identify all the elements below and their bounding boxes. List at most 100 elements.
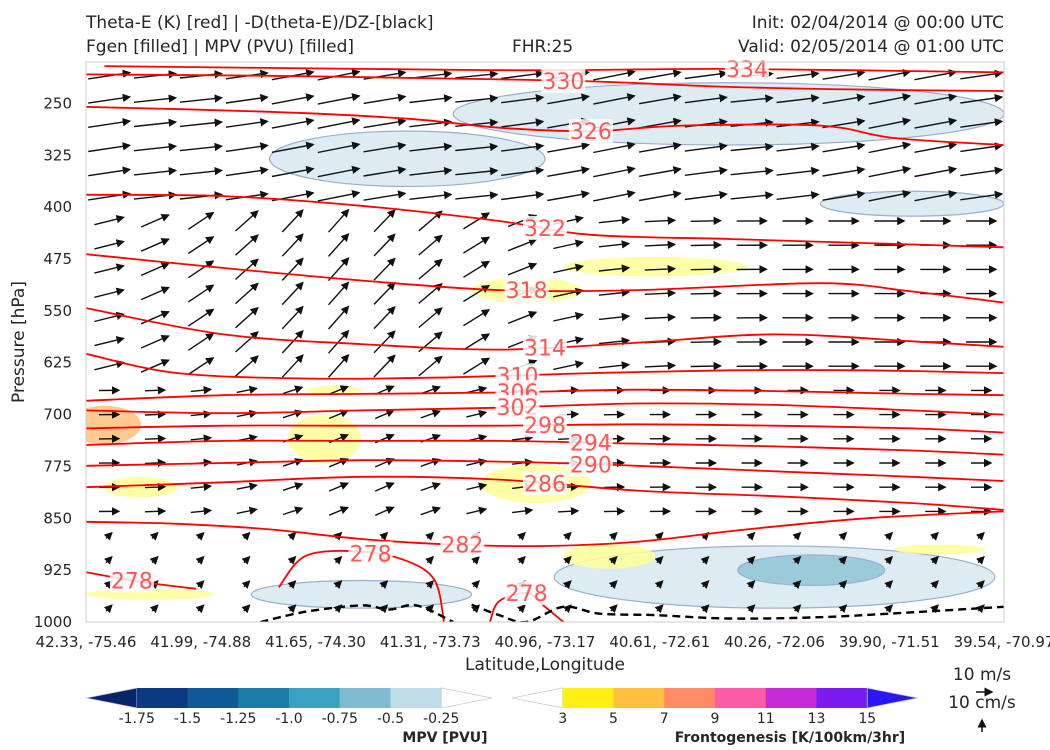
wind-key-vertical-label: 10 cm/s	[948, 693, 1016, 713]
wind-vector	[684, 69, 728, 80]
wind-vector	[190, 482, 213, 492]
wind-vector	[317, 117, 361, 129]
colorbar-swatch	[187, 688, 239, 708]
wind-vector	[638, 69, 682, 81]
wind-vector	[195, 580, 205, 590]
wind-vector	[241, 580, 251, 590]
wind-vector	[333, 555, 343, 565]
wind-vector	[418, 258, 443, 280]
wind-vector	[94, 360, 125, 371]
wind-vector	[746, 580, 756, 590]
colorbar-tick-label: 7	[660, 711, 669, 727]
wind-vector	[690, 265, 722, 274]
theta-e-label-282: 282	[441, 534, 483, 559]
theta-e-label-278: 278	[350, 542, 392, 567]
wind-vector	[374, 482, 395, 492]
wind-vector	[553, 360, 584, 371]
wind-vector	[884, 531, 894, 541]
wind-vector	[140, 310, 170, 325]
wind-vector	[930, 580, 939, 590]
contour-label-layer: 3343303263223183143103063022982942902862…	[109, 57, 769, 607]
wind-vector	[187, 308, 215, 327]
colorbar-tick-label: 11	[757, 711, 775, 727]
theta-e-label-322: 322	[524, 217, 566, 242]
contour-label-bg	[348, 541, 393, 566]
wind-vector	[236, 385, 258, 394]
wind-vector	[776, 166, 820, 176]
wind-vector	[140, 262, 170, 277]
wind-vector	[420, 506, 442, 516]
wind-vector	[455, 167, 499, 176]
theta-e-label-298: 298	[524, 414, 566, 439]
wind-vector	[271, 93, 315, 105]
y-tick-label: 700	[43, 406, 72, 424]
wind-vector	[644, 313, 677, 322]
wind-vector	[975, 604, 985, 614]
wind-vector	[638, 166, 682, 177]
colorbar-tick-label: -1.5	[174, 711, 201, 727]
wind-vector	[930, 531, 939, 541]
wind-vector	[776, 70, 820, 79]
y-tick-label: 775	[43, 457, 72, 475]
wind-vector	[409, 166, 453, 176]
wind-vector	[281, 305, 304, 330]
wind-vector	[235, 234, 259, 256]
fgen-region-6	[563, 543, 656, 569]
wind-vector	[236, 506, 258, 515]
y-tick-label: 400	[43, 198, 72, 216]
contour-label-bg	[568, 119, 613, 144]
wind-vector	[501, 190, 545, 201]
wind-vector	[792, 531, 802, 541]
wind-vector	[133, 118, 178, 128]
wind-vector	[149, 604, 159, 614]
y-axis: 250 325 400 475 550 625 700 775 850 925 1000	[34, 94, 72, 631]
colorbar-swatch	[440, 687, 493, 709]
wind-vector	[187, 211, 215, 230]
wind-vector	[598, 240, 631, 249]
theta-e-contour-318	[86, 253, 1004, 304]
wind-vector	[792, 604, 802, 614]
wind-vector	[914, 190, 958, 202]
wind-vector	[281, 354, 304, 378]
wind-vector	[868, 68, 912, 81]
wind-vector	[930, 555, 939, 565]
wind-vector	[598, 336, 631, 346]
wind-vector	[868, 93, 912, 105]
wind-vector	[466, 409, 488, 418]
wind-vector	[88, 93, 132, 104]
wind-vector	[379, 531, 389, 541]
wind-vector	[190, 385, 213, 395]
wind-vector	[94, 239, 125, 250]
wind-key: 10 m/s 10 cm/s	[948, 665, 1016, 732]
wind-vector	[281, 257, 304, 281]
wind-vector	[94, 336, 125, 347]
wind-vector	[516, 555, 526, 565]
x-axis-label: Latitude,Longitude	[465, 655, 625, 675]
x-tick-label: 40.26, -72.06	[724, 633, 825, 651]
mpv-region-4	[250, 579, 473, 609]
wind-vector	[638, 117, 682, 129]
wind-vector	[281, 209, 304, 233]
wind-vector	[960, 142, 1004, 153]
wind-vector	[317, 189, 361, 202]
wind-vector	[287, 555, 297, 565]
wind-vector	[144, 507, 167, 516]
wind-vector	[271, 141, 315, 153]
wind-vector	[466, 506, 488, 515]
wind-vector	[822, 141, 866, 153]
title-left-line-1: Theta-E (K) [red] | -D(theta-E)/DZ-[blac…	[86, 13, 434, 33]
wind-vector	[914, 117, 958, 129]
wind-vector	[822, 190, 866, 201]
y-axis-label: Pressure [hPa]	[9, 281, 29, 403]
wind-vector	[235, 282, 259, 305]
wind-vector	[868, 165, 912, 178]
wind-vector	[654, 604, 664, 614]
wind-vector	[884, 580, 894, 590]
wind-vector	[140, 359, 170, 373]
wind-vector	[838, 531, 848, 541]
wind-vector	[281, 329, 304, 354]
wind-key-horizontal-label: 10 m/s	[953, 665, 1011, 685]
wind-vector	[547, 166, 590, 177]
wind-vector	[463, 284, 491, 303]
colorbar-swatch	[562, 688, 614, 708]
